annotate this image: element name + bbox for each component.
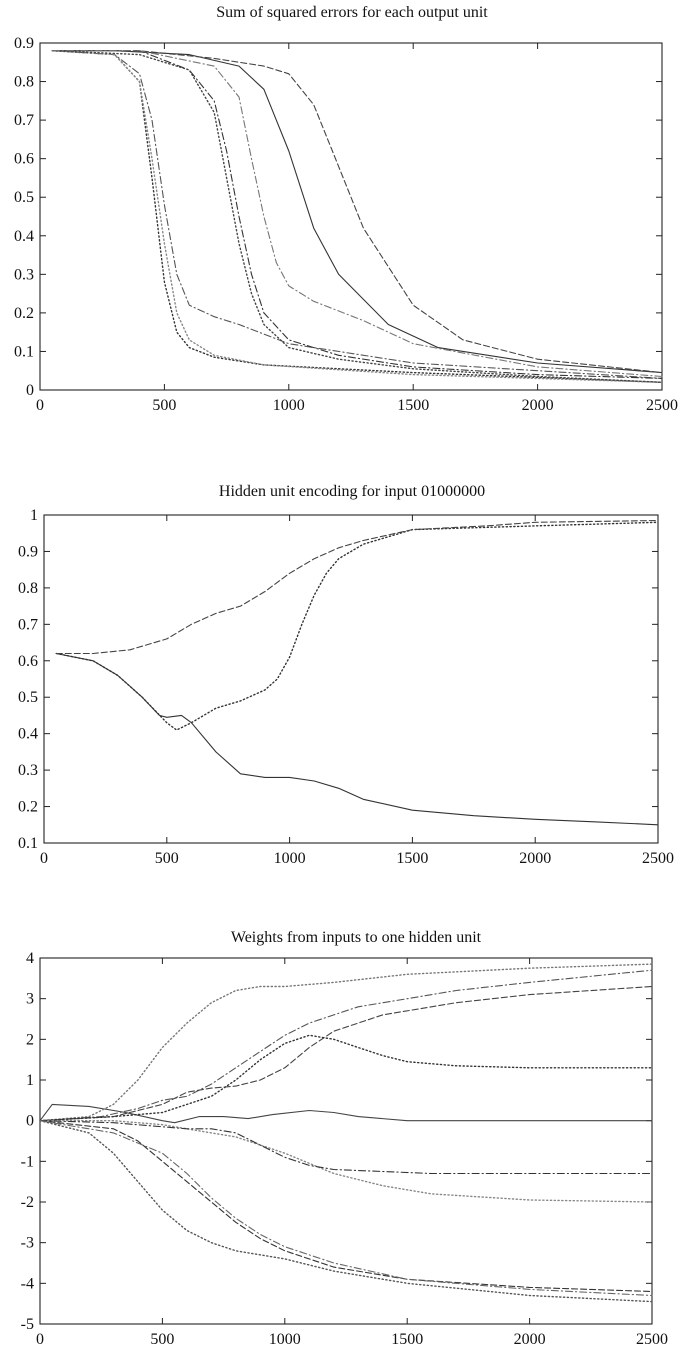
series-line-1 (51, 50, 663, 374)
series-line-0 (39, 1103, 653, 1124)
x-tick-label: 2000 (519, 850, 551, 867)
y-tick-label: 0 (26, 1113, 34, 1130)
y-tick-label: 0.2 (18, 799, 38, 816)
y-tick-label: 0.7 (18, 616, 38, 633)
x-tick-label: 0 (36, 1331, 44, 1348)
plot-frame (39, 957, 653, 1325)
y-tick-label: 0.5 (18, 689, 38, 706)
y-tick-label: -5 (21, 1316, 34, 1333)
x-tick-label: 2500 (646, 397, 678, 414)
x-tick-label: 1500 (396, 850, 428, 867)
x-tick-label: 500 (152, 397, 176, 414)
y-tick-label: 1 (26, 1072, 34, 1089)
series-line-6 (51, 50, 663, 383)
y-tick-label: 3 (26, 991, 34, 1008)
x-tick-label: 2000 (514, 1331, 546, 1348)
x-tick-label: 0 (40, 850, 48, 867)
x-tick-label: 1500 (391, 1331, 423, 1348)
chart-title: Weights from inputs to one hidden unit (231, 929, 482, 946)
x-tick-label: 2500 (636, 1331, 668, 1348)
x-tick-label: 500 (155, 850, 179, 867)
series-line-6 (39, 1120, 653, 1175)
series-line-5 (51, 50, 663, 379)
y-tick-label: 0.1 (14, 343, 34, 360)
series-line-3 (51, 50, 663, 379)
y-tick-label: 0.5 (14, 189, 34, 206)
x-tick-label: 0 (36, 397, 44, 414)
y-tick-label: 0.2 (14, 305, 34, 322)
series-line-1 (55, 521, 659, 731)
y-tick-label: 4 (26, 950, 34, 967)
chart-title: Hidden unit encoding for input 01000000 (219, 483, 485, 500)
chart-hidden-encoding: Hidden unit encoding for input 01000000 … (18, 483, 674, 867)
y-tick-label: -2 (21, 1194, 34, 1211)
y-tick-label: 1 (30, 507, 38, 524)
y-tick-label: 0.3 (14, 266, 34, 283)
series-line-3 (39, 985, 653, 1122)
series-line-7 (51, 50, 663, 378)
y-tick-label: 0.9 (14, 35, 34, 52)
series-line-0 (55, 652, 659, 826)
x-tick-label: 1000 (269, 1331, 301, 1348)
y-tick-label: 0.9 (18, 543, 38, 560)
series-line-5 (39, 1120, 653, 1203)
series-line-2 (55, 519, 659, 655)
x-tick-label: 1000 (273, 397, 305, 414)
x-tick-label: 1000 (274, 850, 306, 867)
y-tick-label: 0.7 (14, 112, 34, 129)
series-line-4 (39, 1034, 653, 1122)
series-line-4 (51, 50, 663, 383)
plot-frame (39, 42, 663, 391)
y-tick-label: 0.4 (18, 726, 38, 743)
chart-weights: Weights from inputs to one hidden unit 0… (21, 929, 668, 1348)
x-tick-label: 2500 (642, 850, 674, 867)
series-line-9 (39, 1120, 653, 1297)
chart-sse: Sum of squared errors for each output un… (14, 4, 678, 414)
y-tick-label: 0.6 (18, 653, 38, 670)
plot-frame (43, 514, 659, 844)
x-tick-label: 1500 (397, 397, 429, 414)
y-tick-label: 0.8 (18, 580, 38, 597)
chart-title: Sum of squared errors for each output un… (216, 4, 488, 21)
y-tick-label: 0 (26, 382, 34, 399)
y-tick-label: -3 (21, 1235, 34, 1252)
y-tick-label: 0.4 (14, 228, 34, 245)
series-line-8 (39, 1120, 653, 1303)
y-tick-label: 2 (26, 1031, 34, 1048)
y-tick-label: 0.8 (14, 74, 34, 91)
series-line-0 (51, 50, 663, 374)
y-tick-label: 0.6 (14, 151, 34, 168)
x-tick-label: 2000 (522, 397, 554, 414)
series-line-2 (51, 50, 663, 383)
series-line-2 (39, 969, 653, 1122)
y-tick-label: -4 (21, 1275, 34, 1292)
x-tick-label: 500 (150, 1331, 174, 1348)
y-tick-label: 0.1 (18, 835, 38, 852)
y-tick-label: -1 (21, 1153, 34, 1170)
series-line-1 (39, 963, 653, 1122)
y-tick-label: 0.3 (18, 762, 38, 779)
